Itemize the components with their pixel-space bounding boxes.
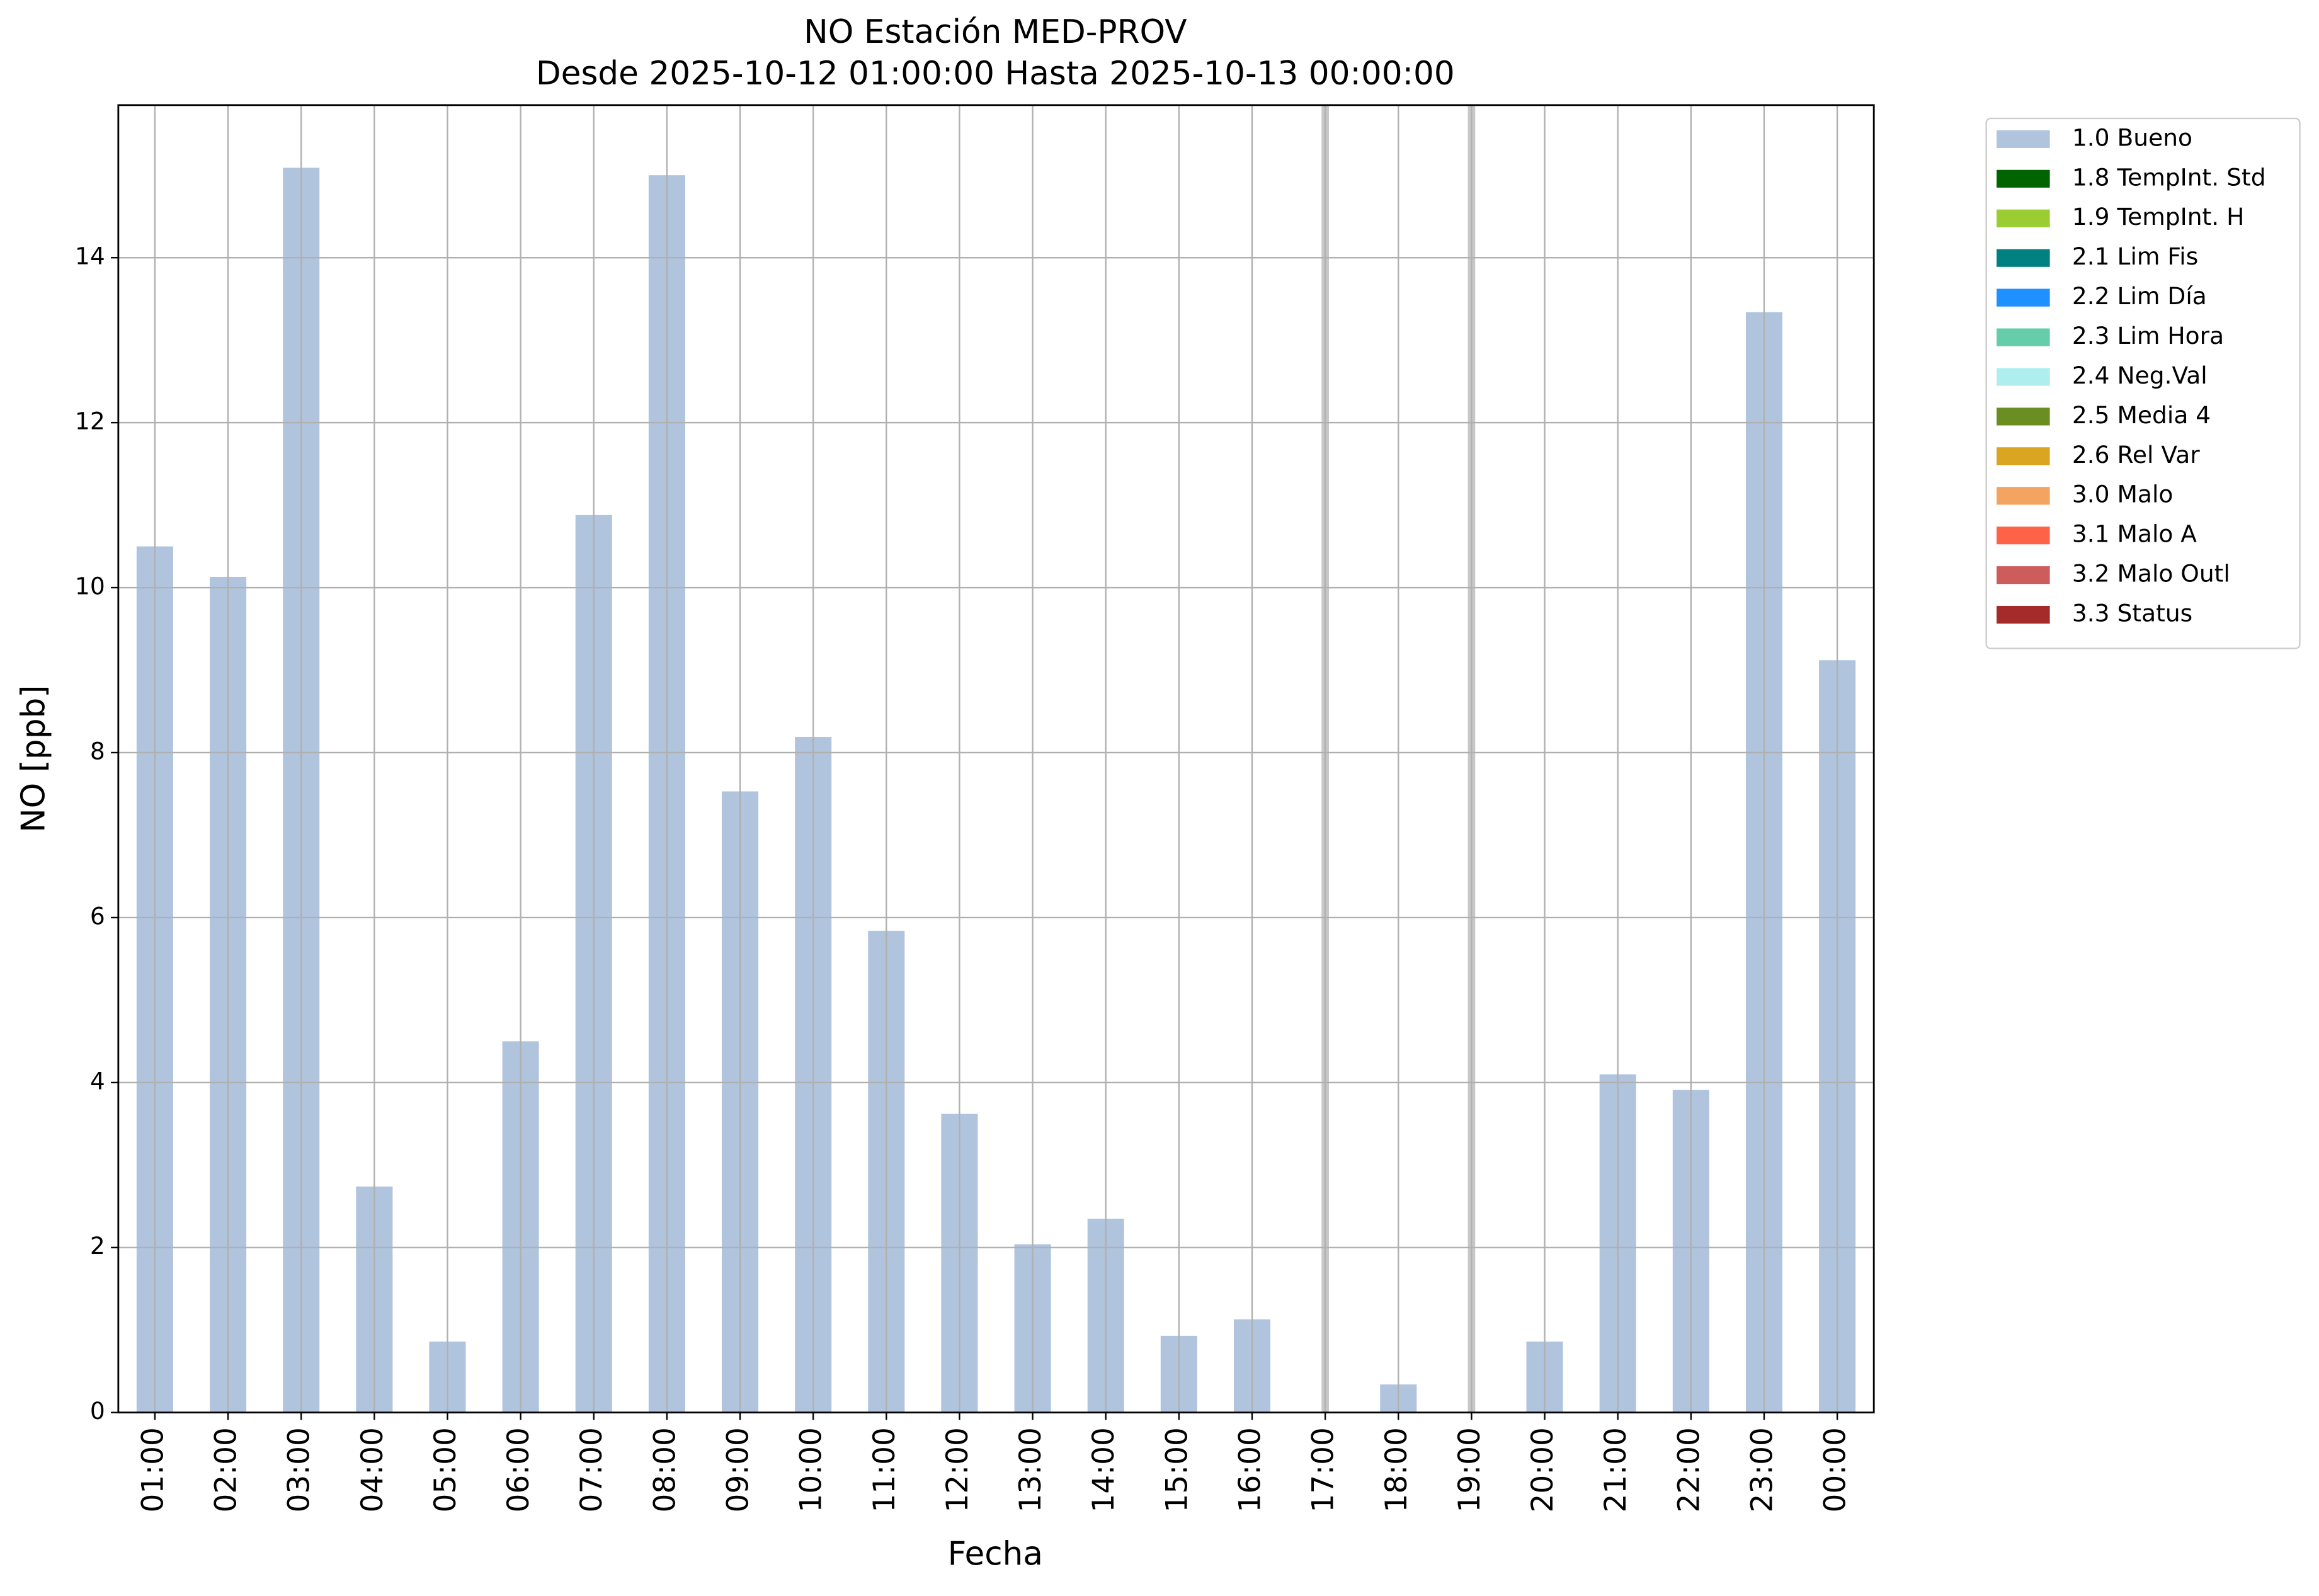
chart-title: NO Estación MED-PROV bbox=[804, 13, 1187, 51]
y-tick-label: 12 bbox=[75, 408, 105, 435]
x-tick-label: 02:00 bbox=[209, 1427, 244, 1512]
legend-swatch bbox=[1997, 130, 2050, 148]
x-tick-label: 14:00 bbox=[1086, 1427, 1121, 1512]
legend-box bbox=[1985, 117, 2301, 649]
x-tick-label: 11:00 bbox=[867, 1427, 902, 1512]
legend-swatch bbox=[1997, 249, 2050, 267]
legend-swatch bbox=[1997, 328, 2050, 346]
legend-swatch bbox=[1997, 368, 2050, 386]
legend-swatch bbox=[1997, 447, 2050, 465]
plot-frame bbox=[117, 104, 1875, 1414]
legend-swatch bbox=[1997, 209, 2050, 227]
x-tick-label: 23:00 bbox=[1745, 1427, 1779, 1512]
y-tick-label: 2 bbox=[90, 1232, 105, 1260]
y-tick-label: 14 bbox=[75, 242, 105, 270]
x-tick-label: 00:00 bbox=[1818, 1427, 1853, 1512]
legend-label: 2.1 Lim Fis bbox=[2072, 242, 2198, 270]
legend-label: 3.3 Status bbox=[2072, 600, 2192, 627]
legend-swatch bbox=[1997, 487, 2050, 505]
x-tick-label: 13:00 bbox=[1013, 1427, 1048, 1512]
legend-label: 1.8 TempInt. Std bbox=[2072, 163, 2266, 191]
x-tick-label: 04:00 bbox=[355, 1427, 390, 1512]
legend-label: 2.4 Neg.Val bbox=[2072, 362, 2208, 389]
x-tick-label: 21:00 bbox=[1598, 1427, 1633, 1512]
x-tick-label: 05:00 bbox=[428, 1427, 463, 1512]
legend-swatch bbox=[1997, 288, 2050, 307]
legend-label: 3.1 Malo A bbox=[2072, 520, 2197, 548]
x-tick-label: 22:00 bbox=[1672, 1427, 1706, 1512]
x-tick-label: 08:00 bbox=[647, 1427, 682, 1512]
legend-label: 2.3 Lim Hora bbox=[2072, 322, 2224, 350]
legend-label: 3.2 Malo Outl bbox=[2072, 560, 2230, 588]
legend-swatch bbox=[1997, 605, 2050, 624]
legend-label: 2.5 Media 4 bbox=[2072, 401, 2211, 429]
y-tick-label: 6 bbox=[90, 902, 105, 930]
legend-label: 2.2 Lim Día bbox=[2072, 282, 2207, 310]
y-tick-label: 8 bbox=[90, 737, 105, 765]
y-axis-label: NO [ppb] bbox=[14, 685, 52, 833]
x-tick-label: 01:00 bbox=[135, 1427, 170, 1512]
legend-swatch bbox=[1997, 527, 2050, 545]
x-tick-label: 07:00 bbox=[574, 1427, 609, 1512]
x-tick-label: 12:00 bbox=[940, 1427, 975, 1512]
x-tick-label: 19:00 bbox=[1452, 1427, 1487, 1512]
x-tick-label: 10:00 bbox=[794, 1427, 829, 1512]
legend-label: 1.0 Bueno bbox=[2072, 123, 2192, 151]
chart-subtitle: Desde 2025-10-12 01:00:00 Hasta 2025-10-… bbox=[536, 55, 1455, 93]
legend-swatch bbox=[1997, 566, 2050, 584]
x-tick-label: 03:00 bbox=[282, 1427, 317, 1512]
y-tick-label: 4 bbox=[90, 1067, 105, 1095]
legend-swatch bbox=[1997, 408, 2050, 426]
x-tick-label: 20:00 bbox=[1525, 1427, 1560, 1512]
legend-label: 2.6 Rel Var bbox=[2072, 441, 2200, 469]
x-tick-label: 17:00 bbox=[1306, 1427, 1341, 1512]
y-tick-label: 10 bbox=[75, 573, 105, 600]
x-tick-label: 18:00 bbox=[1379, 1427, 1414, 1512]
legend-label: 3.0 Malo bbox=[2072, 481, 2174, 508]
x-tick-label: 09:00 bbox=[721, 1427, 756, 1512]
x-tick-label: 06:00 bbox=[501, 1427, 536, 1512]
x-tick-label: 15:00 bbox=[1160, 1427, 1194, 1512]
legend-swatch bbox=[1997, 169, 2050, 188]
y-tick-label: 0 bbox=[90, 1397, 105, 1425]
x-axis-label: Fecha bbox=[948, 1535, 1043, 1573]
legend-label: 1.9 TempInt. H bbox=[2072, 203, 2245, 231]
x-tick-label: 16:00 bbox=[1233, 1427, 1268, 1512]
